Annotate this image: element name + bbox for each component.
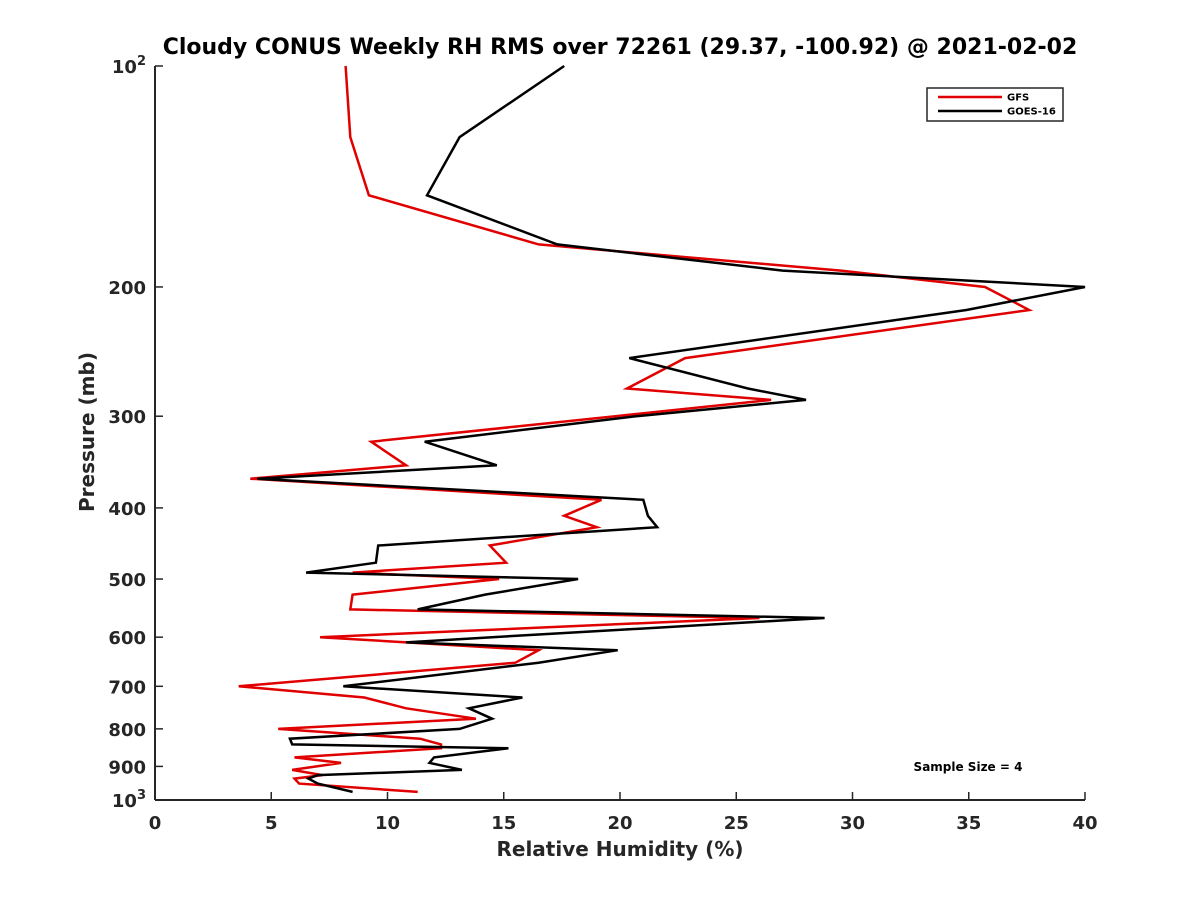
x-tick-label: 30 bbox=[840, 813, 865, 834]
x-tick-label: 40 bbox=[1072, 813, 1097, 834]
y-tick-label: 500 bbox=[108, 570, 146, 591]
series-line-goes-16 bbox=[257, 66, 1085, 792]
x-tick-label: 20 bbox=[607, 813, 632, 834]
y-tick-label: 200 bbox=[108, 278, 146, 299]
chart-svg: Cloudy CONUS Weekly RH RMS over 72261 (2… bbox=[0, 0, 1200, 900]
x-tick-label: 10 bbox=[375, 813, 400, 834]
y-axis-label: Pressure (mb) bbox=[75, 352, 99, 512]
y-tick-label: 400 bbox=[108, 499, 146, 520]
x-axis: 0 5 10 15 20 25 30 35 40 bbox=[149, 792, 1098, 834]
y-tick-label: 700 bbox=[108, 677, 146, 698]
chart-title: Cloudy CONUS Weekly RH RMS over 72261 (2… bbox=[163, 35, 1078, 60]
y-tick-label: 900 bbox=[108, 757, 146, 778]
y-tick-label: 102 bbox=[112, 54, 146, 78]
x-axis-label: Relative Humidity (%) bbox=[496, 837, 743, 861]
y-tick-label: 800 bbox=[108, 720, 146, 741]
legend: GFS GOES-16 bbox=[927, 88, 1063, 121]
x-tick-label: 15 bbox=[491, 813, 516, 834]
y-axis: 102 200 300 400 500 600 700 800 900 103 bbox=[108, 54, 163, 812]
x-tick-label: 0 bbox=[149, 813, 162, 834]
y-tick-label: 300 bbox=[108, 407, 146, 428]
plot-area bbox=[239, 66, 1085, 792]
legend-label: GFS bbox=[1007, 93, 1029, 104]
legend-label: GOES-16 bbox=[1007, 107, 1056, 118]
sample-size-annotation: Sample Size = 4 bbox=[914, 760, 1023, 774]
series-line-gfs bbox=[239, 66, 1029, 792]
y-tick-label: 103 bbox=[112, 788, 146, 812]
x-tick-label: 35 bbox=[956, 813, 981, 834]
x-tick-label: 5 bbox=[265, 813, 278, 834]
y-tick-label: 600 bbox=[108, 628, 146, 649]
x-tick-label: 25 bbox=[724, 813, 749, 834]
